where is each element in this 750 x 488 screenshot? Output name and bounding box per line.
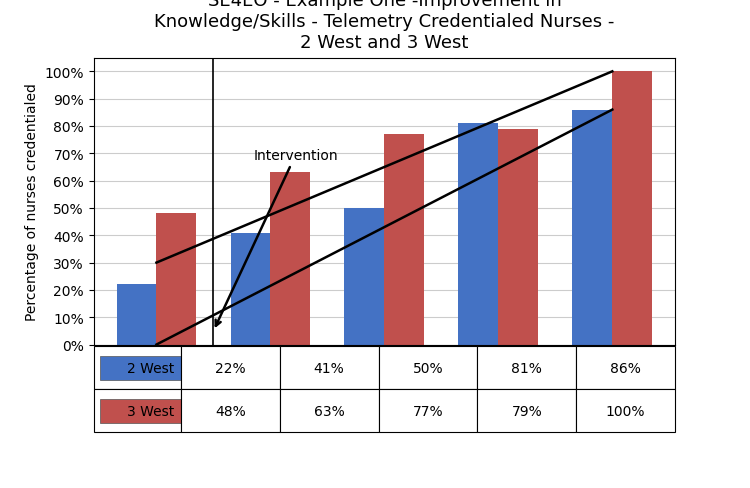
Bar <box>379 389 477 432</box>
Text: 41%: 41% <box>314 361 344 375</box>
Bar <box>477 389 576 432</box>
Bar <box>612 72 652 345</box>
Text: 63%: 63% <box>314 404 344 418</box>
Text: 100%: 100% <box>606 404 645 418</box>
Bar <box>576 389 675 432</box>
Bar <box>181 389 280 432</box>
Bar <box>116 285 157 345</box>
Bar <box>498 129 538 345</box>
Text: 77%: 77% <box>413 404 443 418</box>
Bar <box>379 346 477 389</box>
Bar <box>572 110 612 345</box>
Bar <box>576 346 675 389</box>
Bar <box>280 389 379 432</box>
Text: 79%: 79% <box>512 404 542 418</box>
Bar <box>100 399 184 423</box>
Bar <box>344 208 384 345</box>
Bar <box>181 346 280 389</box>
Bar <box>94 389 181 432</box>
Text: 81%: 81% <box>512 361 542 375</box>
Bar <box>280 346 379 389</box>
Bar <box>230 233 271 345</box>
Bar <box>94 346 181 389</box>
Text: 48%: 48% <box>215 404 246 418</box>
Text: 3 West: 3 West <box>127 404 174 418</box>
Text: 86%: 86% <box>610 361 641 375</box>
Title: SE4EO - Example One -Improvement in
Knowledge/Skills - Telemetry Credentialed Nu: SE4EO - Example One -Improvement in Know… <box>154 0 614 51</box>
Bar <box>458 124 498 345</box>
Bar <box>157 214 196 345</box>
Y-axis label: Percentage of nurses credentialed: Percentage of nurses credentialed <box>25 83 39 321</box>
Text: 2 West: 2 West <box>127 361 174 375</box>
Bar <box>384 135 424 345</box>
Bar <box>100 356 184 380</box>
Text: 50%: 50% <box>413 361 443 375</box>
Text: 22%: 22% <box>215 361 246 375</box>
Bar <box>477 346 576 389</box>
Text: Intervention: Intervention <box>215 148 338 326</box>
Bar <box>271 173 310 345</box>
